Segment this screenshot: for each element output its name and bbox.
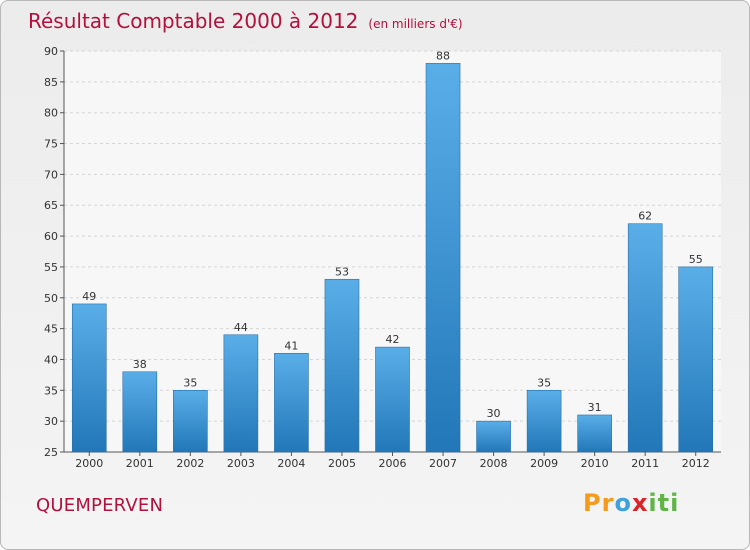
proxiti-logo: Proxiti	[583, 489, 679, 517]
y-tick-label: 25	[44, 446, 58, 459]
y-tick-label: 30	[44, 415, 58, 428]
bar-2003	[223, 334, 259, 453]
bar-2001	[122, 371, 158, 453]
y-tick-label: 70	[44, 168, 58, 181]
y-tick-label: 35	[44, 384, 58, 397]
y-tick-label: 80	[44, 107, 58, 120]
y-tick-label: 90	[44, 45, 58, 58]
x-tick-label: 2012	[682, 457, 710, 470]
bar-2005	[324, 278, 360, 453]
bar-2010	[577, 414, 612, 453]
data-label: 35	[537, 376, 551, 389]
logo-letter: i	[648, 489, 658, 517]
chart-subtitle: (en milliers d'€)	[368, 17, 463, 31]
bar-2012	[678, 266, 714, 453]
chart-title: Résultat Comptable 2000 à 2012 (en millie…	[28, 9, 463, 33]
data-label: 31	[588, 401, 602, 414]
bar-2000	[71, 303, 107, 453]
data-label: 53	[335, 265, 349, 278]
bar-2011	[627, 223, 663, 453]
logo-letter: i	[670, 489, 680, 517]
x-tick-label: 2006	[379, 457, 407, 470]
y-tick-label: 40	[44, 353, 58, 366]
y-tick-label: 50	[44, 292, 58, 305]
x-tick-label: 2000	[75, 457, 103, 470]
x-tick-label: 2007	[429, 457, 457, 470]
bar-2007	[425, 63, 461, 453]
x-tick-label: 2003	[227, 457, 255, 470]
data-label: 49	[82, 290, 96, 303]
data-label: 41	[284, 339, 298, 352]
x-tick-label: 2002	[176, 457, 204, 470]
x-tick-label: 2001	[126, 457, 154, 470]
data-label: 44	[234, 321, 248, 334]
data-label: 38	[133, 358, 147, 371]
x-tick-label: 2004	[277, 457, 305, 470]
data-label: 55	[689, 253, 703, 266]
y-tick-label: 55	[44, 261, 58, 274]
x-tick-label: 2005	[328, 457, 356, 470]
data-label: 42	[386, 333, 400, 346]
logo-letter: o	[614, 489, 632, 517]
bar-2006	[375, 346, 410, 453]
y-tick-label: 75	[44, 138, 58, 151]
bar-2002	[173, 390, 208, 453]
logo-letter: x	[631, 489, 649, 517]
x-tick-label: 2011	[631, 457, 659, 470]
logo-letter: r	[601, 489, 615, 517]
bar-2009	[526, 390, 562, 453]
bar-2004	[274, 352, 309, 453]
commune-name: QUEMPERVEN	[36, 495, 164, 516]
data-label: 30	[487, 407, 501, 420]
x-tick-label: 2009	[530, 457, 558, 470]
logo-letter: P	[583, 489, 602, 517]
y-tick-label: 45	[44, 323, 58, 336]
y-tick-label: 65	[44, 199, 58, 212]
y-tick-label: 85	[44, 76, 58, 89]
y-tick-label: 60	[44, 230, 58, 243]
bar-2008	[476, 420, 511, 453]
data-label: 88	[436, 49, 450, 62]
x-tick-label: 2008	[480, 457, 508, 470]
data-label: 62	[638, 210, 652, 223]
logo-letter: t	[657, 489, 671, 517]
x-tick-label: 2010	[581, 457, 609, 470]
data-label: 35	[183, 376, 197, 389]
